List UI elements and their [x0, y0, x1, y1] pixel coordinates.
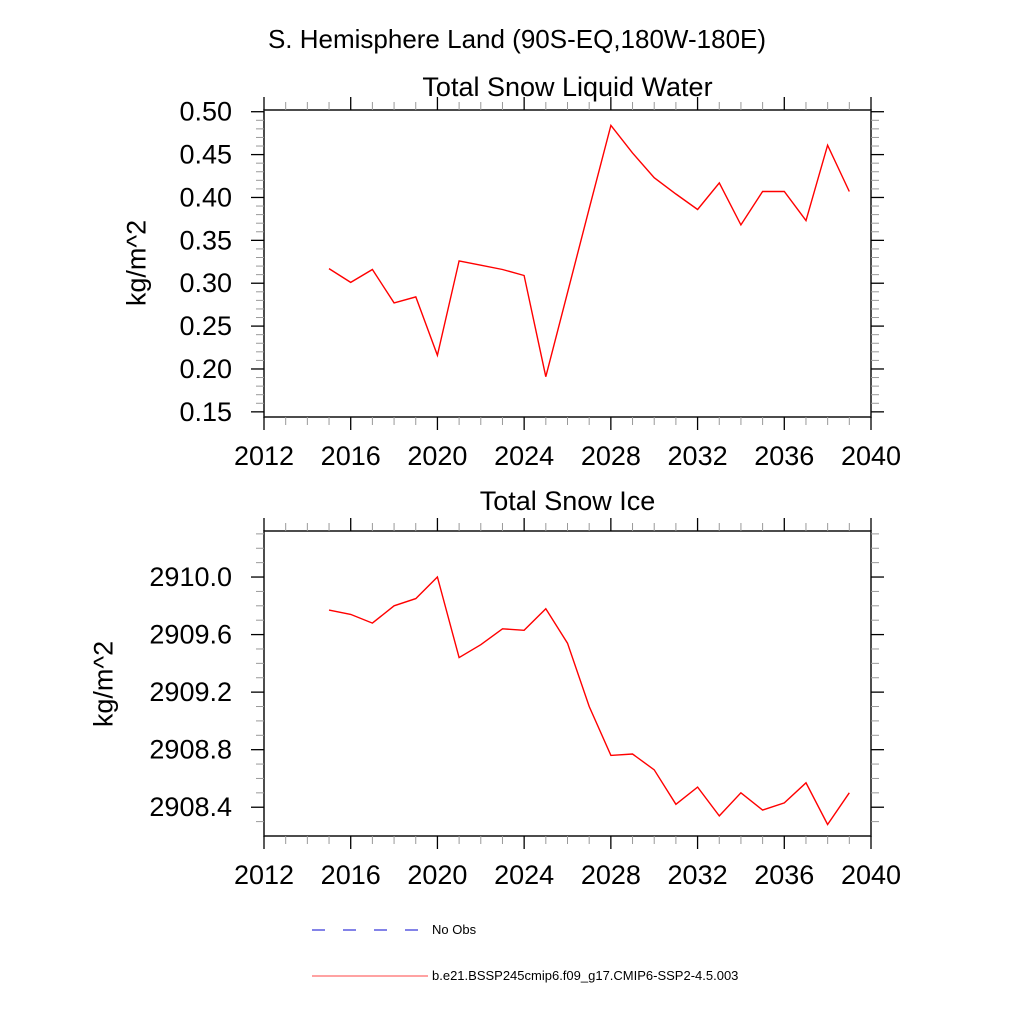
- y-tick-label: 0.50: [179, 97, 232, 127]
- y-tick-label: 0.45: [179, 140, 232, 170]
- x-tick-label: 2024: [494, 441, 554, 471]
- series-line-total-snow-liquid-water: [328, 123, 850, 377]
- y-tick-label: 2910.0: [149, 562, 232, 592]
- plot1-title: Total Snow Liquid Water: [422, 72, 713, 102]
- y-tick-label: 0.25: [179, 311, 232, 341]
- y-tick-label: 0.30: [179, 268, 232, 298]
- x-tick-label: 2024: [494, 860, 554, 890]
- x-tick-label: 2036: [754, 441, 814, 471]
- y-tick-label: 2908.4: [149, 792, 232, 822]
- x-tick-label: 2040: [841, 860, 901, 890]
- y-tick-label: 0.40: [179, 182, 232, 212]
- x-tick-label: 2020: [407, 860, 467, 890]
- plot2-frame: [263, 530, 872, 837]
- y-tick-label: 0.15: [179, 397, 232, 427]
- plot1-frame: [263, 109, 872, 418]
- x-tick-label: 2020: [407, 441, 467, 471]
- x-tick-label: 2012: [234, 441, 294, 471]
- y-tick-label: 2909.2: [149, 677, 232, 707]
- legend-label-model-run: b.e21.BSSP245cmip6.f09_g17.CMIP6-SSP2-4.…: [432, 968, 739, 983]
- x-tick-label: 2036: [754, 860, 814, 890]
- x-tick-label: 2040: [841, 441, 901, 471]
- legend-label-no-obs: No Obs: [432, 922, 477, 937]
- x-tick-label: 2028: [581, 441, 641, 471]
- figure-title: S. Hemisphere Land (90S-EQ,180W-180E): [267, 24, 767, 54]
- x-tick-label: 2032: [668, 860, 728, 890]
- y-tick-label: 0.35: [179, 225, 232, 255]
- x-tick-label: 2016: [321, 860, 381, 890]
- x-tick-label: 2016: [321, 441, 381, 471]
- series-line-total-snow-ice: [328, 575, 850, 826]
- x-tick-label: 2028: [581, 860, 641, 890]
- y-tick-label: 0.20: [179, 354, 232, 384]
- y-tick-label: 2909.6: [149, 620, 232, 650]
- x-tick-label: 2032: [668, 441, 728, 471]
- y-tick-label: 2908.8: [149, 735, 232, 765]
- x-tick-label: 2012: [234, 860, 294, 890]
- plot2-title: Total Snow Ice: [479, 486, 656, 516]
